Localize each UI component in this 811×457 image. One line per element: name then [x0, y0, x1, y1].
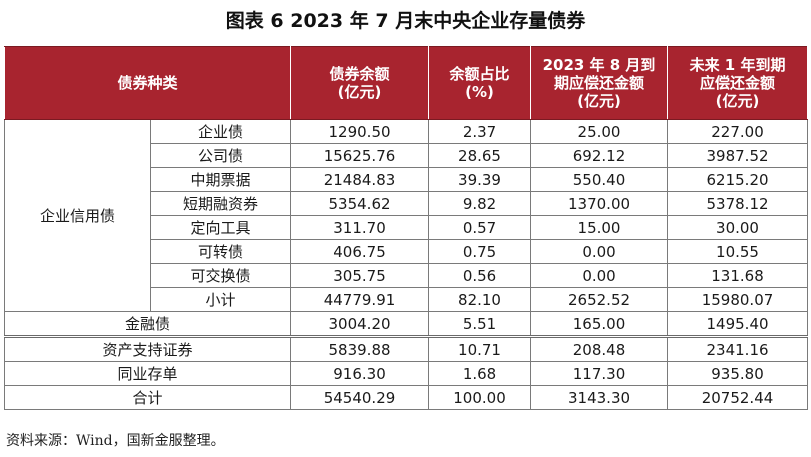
cell-balance: 1290.50: [290, 119, 430, 144]
row-name: 合计: [3, 385, 292, 410]
cell-share: 82.10: [428, 287, 532, 312]
cell-balance: 3004.20: [290, 311, 430, 337]
cell-share: 100.00: [428, 385, 532, 410]
cell-balance: 916.30: [290, 361, 430, 386]
cell-aug-due: 25.00: [530, 119, 669, 144]
row-name: 金融债: [3, 311, 292, 337]
header-aug-line1: 2023 年 8 月到: [542, 56, 656, 74]
cell-balance: 305.75: [290, 263, 430, 288]
cell-share: 28.65: [428, 143, 532, 168]
table-row: 资产支持证券 5839.88 10.71 208.48 2341.16: [3, 335, 809, 362]
header-share-line1: 余额占比: [449, 65, 510, 83]
cell-aug-due: 1370.00: [530, 191, 669, 216]
row-name: 企业债: [149, 119, 292, 144]
header-balance: 债券余额 (亿元): [290, 46, 430, 120]
cell-year-due: 6215.20: [667, 167, 809, 192]
cell-share: 9.82: [428, 191, 532, 216]
cell-year-due: 30.00: [667, 215, 809, 240]
table-row: 企业信用债 企业债 1290.50 2.37 25.00 227.00: [4, 119, 809, 312]
cell-balance: 5839.88: [290, 335, 430, 362]
header-year-due: 未来 1 年到期 应偿还金额 (亿元): [667, 46, 809, 120]
row-name: 中期票据: [149, 167, 292, 192]
cell-aug-due: 0.00: [530, 263, 669, 288]
cell-aug-due: 692.12: [530, 143, 669, 168]
header-aug-due: 2023 年 8 月到 期应偿还金额 (亿元): [530, 46, 669, 120]
cell-aug-due: 0.00: [530, 239, 669, 264]
cell-share: 0.57: [428, 215, 532, 240]
header-share: 余额占比 (%): [428, 46, 532, 120]
bond-table: 债券种类 债券余额 (亿元) 余额占比 (%) 2023 年 8 月到 期应偿还…: [3, 46, 809, 410]
cell-aug-due: 3143.30: [530, 385, 669, 410]
cell-balance: 5354.62: [290, 191, 430, 216]
cell-share: 5.51: [428, 311, 532, 337]
cell-year-due: 10.55: [667, 239, 809, 264]
row-name: 可转债: [149, 239, 292, 264]
cell-balance: 21484.83: [290, 167, 430, 192]
cell-balance: 311.70: [290, 215, 430, 240]
cell-aug-due: 15.00: [530, 215, 669, 240]
header-bond-type: 债券种类: [3, 46, 292, 120]
cell-year-due: 1495.40: [667, 311, 809, 337]
cell-share: 2.37: [428, 119, 532, 144]
table-row: 公司债 15625.76 28.65 692.12 3987.52: [5, 143, 809, 168]
cell-aug-due: 117.30: [530, 361, 669, 386]
cell-year-due: 5378.12: [667, 191, 809, 216]
cell-year-due: 227.00: [667, 119, 809, 144]
header-share-line2: (%): [465, 83, 494, 101]
cell-share: 0.75: [428, 239, 532, 264]
cell-year-due: 2341.16: [667, 335, 809, 362]
cell-aug-due: 165.00: [530, 311, 669, 337]
row-name: 资产支持证券: [3, 335, 292, 362]
table-row: 可交换债 305.75 0.56 0.00 131.68: [5, 263, 809, 288]
header-balance-line1: 债券余额: [329, 65, 390, 83]
header-year-line2: 应偿还金额: [700, 74, 776, 92]
row-name: 同业存单: [3, 361, 292, 386]
cell-year-due: 935.80: [667, 361, 809, 386]
table-row-total: 合计 54540.29 100.00 3143.30 20752.44: [3, 385, 809, 410]
row-name: 公司债: [149, 143, 292, 168]
cell-share: 39.39: [428, 167, 532, 192]
row-name: 定向工具: [149, 215, 292, 240]
cell-balance: 54540.29: [290, 385, 430, 410]
table-row: 短期融资券 5354.62 9.82 1370.00 5378.12: [5, 191, 809, 216]
row-name: 短期融资券: [149, 191, 292, 216]
row-name: 可交换债: [149, 263, 292, 288]
header-balance-line2: (亿元): [337, 83, 382, 101]
cell-balance: 15625.76: [290, 143, 430, 168]
source-note: 资料来源：Wind，国新金服整理。: [6, 433, 225, 449]
header-year-line3: (亿元): [715, 92, 760, 110]
cell-year-due: 15980.07: [667, 287, 809, 312]
cell-year-due: 20752.44: [667, 385, 809, 410]
group-credit-bonds: 企业信用债: [4, 119, 151, 312]
cell-balance: 406.75: [290, 239, 430, 264]
header-row: 债券种类 债券余额 (亿元) 余额占比 (%) 2023 年 8 月到 期应偿还…: [3, 46, 809, 120]
cell-share: 1.68: [428, 361, 532, 386]
cell-year-due: 131.68: [667, 263, 809, 288]
header-aug-line2: 期应偿还金额: [554, 74, 645, 92]
cell-year-due: 3987.52: [667, 143, 809, 168]
cell-aug-due: 208.48: [530, 335, 669, 362]
cell-aug-due: 2652.52: [530, 287, 669, 312]
table-row-financial: 金融债 3004.20 5.51 165.00 1495.40: [3, 311, 809, 337]
header-year-line1: 未来 1 年到期: [689, 56, 786, 74]
cell-share: 0.56: [428, 263, 532, 288]
table-row: 可转债 406.75 0.75 0.00 10.55: [5, 239, 809, 264]
figure-title: 图表 6 2023 年 7 月末中央企业存量债券: [225, 10, 586, 32]
row-name: 小计: [149, 287, 292, 312]
cell-balance: 44779.91: [290, 287, 430, 312]
cell-share: 10.71: [428, 335, 532, 362]
header-aug-line3: (亿元): [577, 92, 621, 110]
table-row: 定向工具 311.70 0.57 15.00 30.00: [5, 215, 809, 240]
cell-aug-due: 550.40: [530, 167, 669, 192]
table-row: 中期票据 21484.83 39.39 550.40 6215.20: [5, 167, 809, 192]
table-row: 同业存单 916.30 1.68 117.30 935.80: [3, 361, 809, 386]
